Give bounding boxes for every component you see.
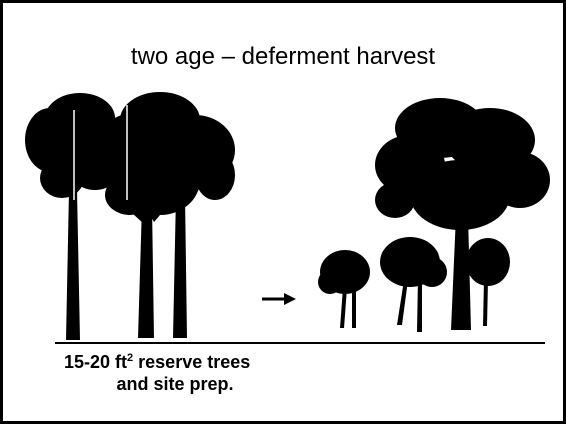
caption-text: 15-20 ft bbox=[64, 352, 127, 372]
title: two age – deferment harvest bbox=[131, 43, 436, 70]
page: two age – deferment harvest bbox=[0, 0, 566, 424]
caption-text: reserve trees bbox=[133, 352, 250, 372]
caption-line1: 15-20 ft2 reserve trees bbox=[64, 352, 250, 372]
caption-line2: and site prep. bbox=[116, 374, 233, 394]
diagram: two age – deferment harvest bbox=[0, 0, 566, 424]
